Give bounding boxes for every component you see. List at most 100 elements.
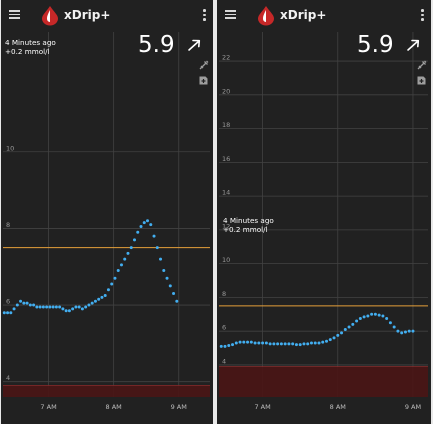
- glucose-reading-point: [388, 321, 392, 325]
- menu-icon[interactable]: [225, 10, 236, 19]
- glucose-reading-point: [67, 309, 71, 313]
- glucose-reading-point: [165, 276, 169, 280]
- glucose-reading-point: [264, 341, 268, 345]
- glucose-reading-point: [340, 331, 344, 335]
- glucose-reading-point: [294, 343, 298, 347]
- y-tick-label: 8: [222, 290, 226, 298]
- low-range-band: [3, 385, 210, 397]
- glucose-reading-point: [407, 329, 411, 333]
- glucose-reading-point: [32, 303, 36, 307]
- xdrip-logo-icon: [258, 6, 274, 26]
- glucose-reading-point: [377, 313, 381, 317]
- glucose-reading-point: [90, 301, 94, 305]
- phone-right: 4 6 8 10 12 14 16 18 20 22 7 AM 8 AM 9 AM xDrip+ 4 M…: [217, 0, 431, 424]
- glucose-reading-point: [392, 325, 396, 329]
- glucose-reading-point: [313, 341, 317, 345]
- x-tick-label: 8 AM: [330, 403, 346, 411]
- glucose-reading-point: [336, 333, 340, 337]
- arrow-up-right-icon: [188, 39, 201, 51]
- glucose-reading-point: [396, 329, 400, 333]
- menu-icon[interactable]: [9, 10, 20, 19]
- glucose-reading-point: [231, 343, 235, 347]
- glucose-reading-point: [366, 314, 370, 318]
- glucose-reading-point: [58, 305, 62, 309]
- glucose-reading-point: [343, 327, 347, 331]
- glucose-reading-point: [249, 340, 253, 344]
- overflow-menu-icon[interactable]: [421, 9, 424, 21]
- glucose-reading-point: [403, 330, 407, 334]
- glucose-reading-point: [45, 305, 49, 309]
- glucose-reading-point: [175, 299, 179, 303]
- glucose-reading-point: [172, 292, 176, 296]
- glucose-reading-point: [54, 305, 58, 309]
- x-tick-label: 7 AM: [254, 403, 270, 411]
- glucose-reading-point: [268, 342, 272, 346]
- glucose-reading-point: [373, 312, 377, 316]
- y-tick-label: 8: [6, 221, 10, 229]
- status-block: 4 Minutes ago +0.2 mmol/l: [223, 216, 274, 234]
- xdrip-logo-icon: [42, 6, 58, 26]
- glucose-reading-point: [28, 303, 32, 307]
- glucose-reading-point: [12, 307, 16, 311]
- x-tick-label: 8 AM: [106, 403, 122, 411]
- glucose-reading-point: [6, 311, 10, 315]
- glucose-reading-point: [306, 342, 310, 346]
- x-tick-label: 7 AM: [40, 403, 56, 411]
- glucose-reading-point: [370, 312, 374, 316]
- glucose-reading-point: [276, 342, 280, 346]
- glucose-reading-point: [287, 342, 291, 346]
- glucose-reading-point: [162, 269, 166, 273]
- glucose-reading-point: [61, 307, 65, 311]
- glucose-reading-point: [152, 234, 156, 238]
- y-tick-label: 18: [222, 121, 230, 129]
- glucose-reading-point: [358, 317, 362, 321]
- glucose-reading-point: [246, 340, 250, 344]
- glucose-reading-point: [234, 341, 238, 345]
- glucose-reading-point: [325, 339, 329, 343]
- app-bar: xDrip+: [1, 0, 213, 32]
- glucose-reading-point: [126, 251, 130, 255]
- glucose-reading-point: [136, 230, 140, 234]
- phone-left: 4 6 8 10 7 AM 8 AM 9 AM xDrip+ 4 Minutes ago +…: [1, 0, 213, 424]
- glucose-chart: 4 6 8 10 12 14 16 18 20 22 7 AM 8 AM 9 AM: [219, 32, 428, 411]
- glucose-reading-point: [332, 336, 336, 340]
- status-block: 4 Minutes ago +0.2 mmol/l: [5, 38, 56, 56]
- glucose-reading-point: [238, 340, 242, 344]
- glucose-reading-point: [261, 341, 265, 345]
- y-tick-label: 4: [6, 374, 10, 382]
- glucose-reading-point: [242, 340, 246, 344]
- glucose-reading-point: [100, 295, 104, 299]
- glucose-reading-point: [139, 225, 143, 228]
- y-tick-label: 22: [222, 54, 230, 62]
- low-range-band: [219, 366, 428, 397]
- y-tick-label: 6: [222, 324, 226, 332]
- glucose-reading-point: [223, 344, 227, 348]
- glucose-reading-point: [116, 269, 120, 273]
- glucose-reading-point: [77, 305, 81, 309]
- overflow-menu-icon[interactable]: [203, 9, 206, 21]
- glucose-reading-point: [51, 305, 55, 309]
- time-ago-text: 4 Minutes ago: [223, 216, 274, 225]
- glucose-reading-point: [279, 342, 283, 346]
- delta-text: +0.2 mmol/l: [223, 225, 268, 234]
- add-note-icon[interactable]: [198, 75, 209, 86]
- glucose-reading-point: [149, 223, 153, 227]
- syringe-icon[interactable]: [198, 60, 209, 71]
- glucose-reading-point: [155, 246, 159, 250]
- bg-value: 5.9: [357, 32, 394, 58]
- glucose-reading-point: [302, 342, 306, 346]
- syringe-icon[interactable]: [416, 60, 427, 71]
- y-tick-label: 12: [222, 222, 230, 230]
- y-tick-label: 10: [222, 256, 230, 264]
- glucose-reading-point: [227, 344, 231, 348]
- glucose-reading-point: [97, 297, 101, 301]
- y-tick-label: 4: [222, 357, 226, 365]
- time-ago-text: 4 Minutes ago: [5, 38, 56, 47]
- add-note-icon[interactable]: [416, 75, 427, 86]
- glucose-reading-point: [48, 305, 52, 309]
- app-title: xDrip+: [64, 8, 111, 22]
- bg-value: 5.9: [138, 32, 175, 58]
- glucose-reading-point: [309, 341, 313, 345]
- glucose-reading-point: [25, 301, 29, 305]
- glucose-reading-point: [9, 311, 13, 315]
